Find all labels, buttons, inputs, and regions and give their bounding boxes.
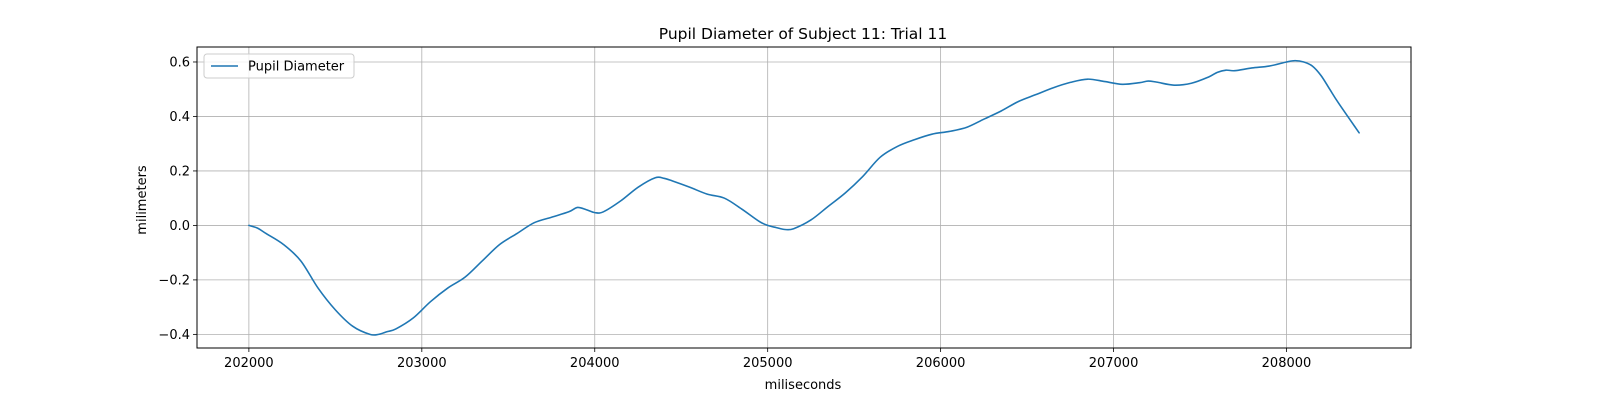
axis-ticks: 202000 203000 204000 205000 206000 207000 2080… xyxy=(158,55,1311,371)
x-tick-label: 207000 xyxy=(1089,356,1139,371)
x-tick-label: 206000 xyxy=(916,356,966,371)
series-layer xyxy=(248,59,1360,336)
chart-title: Pupil Diameter of Subject 11: Trial 11 xyxy=(659,25,948,43)
plot-area-frame xyxy=(196,46,1412,349)
legend-box xyxy=(203,53,355,79)
series-line-pupil-diameter xyxy=(248,59,1360,336)
x-tick-label: 203000 xyxy=(397,356,447,371)
y-tick-label: 0.6 xyxy=(169,55,190,70)
x-tick-label: 202000 xyxy=(224,356,274,371)
x-tick-label: 205000 xyxy=(743,356,793,371)
legend-label: Pupil Diameter xyxy=(248,60,345,75)
grid-lines xyxy=(197,47,1411,348)
y-tick-label: −0.2 xyxy=(158,273,190,288)
x-tick-label: 208000 xyxy=(1262,356,1312,371)
x-tick-label: 204000 xyxy=(570,356,620,371)
y-axis-title: milimeters xyxy=(135,165,150,235)
legend: Pupil Diameter xyxy=(203,53,355,79)
y-tick-label: 0.4 xyxy=(169,110,190,125)
y-tick-label: 0.0 xyxy=(169,219,190,234)
y-tick-label: −0.4 xyxy=(158,328,190,343)
y-tick-label: 0.2 xyxy=(169,164,190,179)
x-axis-title: miliseconds xyxy=(765,378,842,393)
